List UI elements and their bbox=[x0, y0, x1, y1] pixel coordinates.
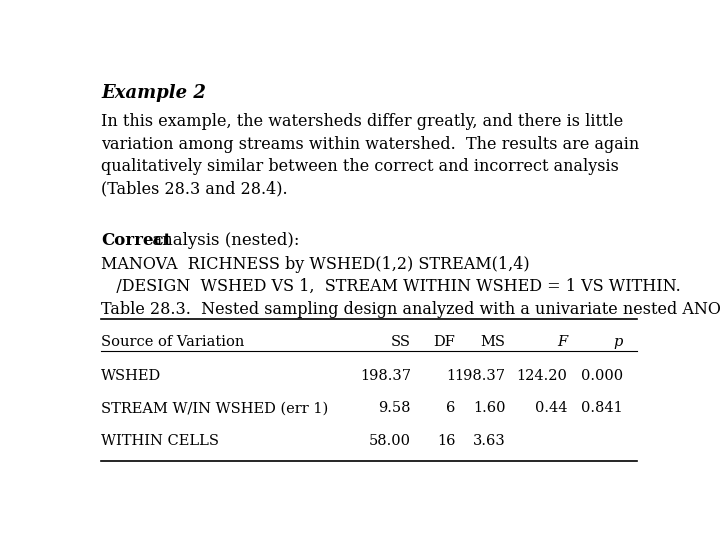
Text: Correct: Correct bbox=[101, 232, 171, 249]
Text: WSHED: WSHED bbox=[101, 369, 161, 383]
Text: /DESIGN  WSHED VS 1,  STREAM WITHIN WSHED = 1 VS WITHIN.: /DESIGN WSHED VS 1, STREAM WITHIN WSHED … bbox=[101, 278, 681, 295]
Text: 0.841: 0.841 bbox=[581, 401, 623, 415]
Text: MANOVA  RICHNESS by WSHED(1,2) STREAM(1,4): MANOVA RICHNESS by WSHED(1,2) STREAM(1,4… bbox=[101, 256, 530, 273]
Text: Example 2: Example 2 bbox=[101, 84, 206, 102]
Text: 1: 1 bbox=[446, 369, 456, 383]
Text: 0.44: 0.44 bbox=[534, 401, 567, 415]
Text: SS: SS bbox=[391, 335, 411, 349]
Text: MS: MS bbox=[481, 335, 505, 349]
Text: 124.20: 124.20 bbox=[516, 369, 567, 383]
Text: Table 28.3.  Nested sampling design analyzed with a univariate nested ANOVA.: Table 28.3. Nested sampling design analy… bbox=[101, 301, 720, 318]
Text: 0.000: 0.000 bbox=[581, 369, 623, 383]
Text: F: F bbox=[557, 335, 567, 349]
Text: 9.58: 9.58 bbox=[378, 401, 411, 415]
Text: In this example, the watersheds differ greatly, and there is little
variation am: In this example, the watersheds differ g… bbox=[101, 113, 639, 197]
Text: DF: DF bbox=[433, 335, 456, 349]
Text: 198.37: 198.37 bbox=[455, 369, 505, 383]
Text: Source of Variation: Source of Variation bbox=[101, 335, 245, 349]
Text: 1.60: 1.60 bbox=[473, 401, 505, 415]
Text: 198.37: 198.37 bbox=[360, 369, 411, 383]
Text: STREAM W/IN WSHED (err 1): STREAM W/IN WSHED (err 1) bbox=[101, 401, 328, 415]
Text: p: p bbox=[613, 335, 623, 349]
Text: analysis (nested):: analysis (nested): bbox=[148, 232, 300, 249]
Text: 58.00: 58.00 bbox=[369, 434, 411, 448]
Text: 3.63: 3.63 bbox=[473, 434, 505, 448]
Text: 6: 6 bbox=[446, 401, 456, 415]
Text: 16: 16 bbox=[437, 434, 456, 448]
Text: WITHIN CELLS: WITHIN CELLS bbox=[101, 434, 219, 448]
